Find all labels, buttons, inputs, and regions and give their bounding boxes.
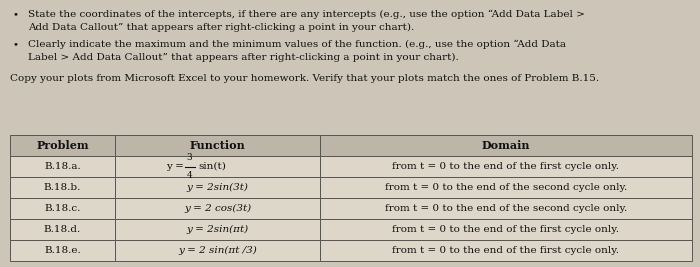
Bar [10, 198, 115, 219]
Bar [115, 177, 320, 198]
Bar [320, 240, 692, 261]
Text: •: • [12, 10, 18, 19]
Text: from t = 0 to the end of the second cycle only.: from t = 0 to the end of the second cycl… [385, 183, 627, 192]
Text: B.18.c.: B.18.c. [44, 204, 80, 213]
Bar [320, 156, 692, 177]
Text: State the coordinates of the intercepts, if there are any intercepts (e.g., use : State the coordinates of the intercepts,… [28, 10, 585, 19]
Text: Copy your plots from Microsoft Excel to your homework. Verify that your plots ma: Copy your plots from Microsoft Excel to … [10, 74, 599, 83]
Text: sin(t): sin(t) [199, 162, 226, 171]
Text: Clearly indicate the maximum and the minimum values of the function. (e.g., use : Clearly indicate the maximum and the min… [28, 40, 566, 49]
Bar [115, 198, 320, 219]
Text: y =: y = [167, 162, 188, 171]
Bar [320, 177, 692, 198]
Text: B.18.e.: B.18.e. [44, 246, 81, 255]
Bar [320, 219, 692, 240]
Text: y = 2 cos(3t): y = 2 cos(3t) [184, 204, 251, 213]
Bar [10, 156, 115, 177]
Text: Label > Add Data Callout” that appears after right-clicking a point in your char: Label > Add Data Callout” that appears a… [28, 53, 458, 62]
Text: •: • [12, 40, 18, 49]
Text: 3: 3 [187, 152, 192, 162]
Text: Domain: Domain [482, 140, 531, 151]
Bar [10, 177, 115, 198]
Text: from t = 0 to the end of the second cycle only.: from t = 0 to the end of the second cycl… [385, 204, 627, 213]
Bar [10, 219, 115, 240]
Text: from t = 0 to the end of the first cycle only.: from t = 0 to the end of the first cycle… [393, 162, 620, 171]
Bar [115, 135, 320, 156]
Text: B.18.b.: B.18.b. [44, 183, 81, 192]
Text: B.18.d.: B.18.d. [44, 225, 81, 234]
Bar [320, 198, 692, 219]
Bar [115, 219, 320, 240]
Text: B.18.a.: B.18.a. [44, 162, 81, 171]
Bar [320, 135, 692, 156]
Text: 4: 4 [187, 171, 192, 180]
Bar [10, 135, 115, 156]
Bar [10, 240, 115, 261]
Text: y = 2sin(3t): y = 2sin(3t) [187, 183, 248, 192]
Text: from t = 0 to the end of the first cycle only.: from t = 0 to the end of the first cycle… [393, 246, 620, 255]
Text: Function: Function [190, 140, 246, 151]
Text: y = 2 sin(πt /3): y = 2 sin(πt /3) [178, 246, 257, 255]
Text: from t = 0 to the end of the first cycle only.: from t = 0 to the end of the first cycle… [393, 225, 620, 234]
Text: Problem: Problem [36, 140, 89, 151]
Text: Add Data Callout” that appears after right-clicking a point in your chart).: Add Data Callout” that appears after rig… [28, 23, 414, 32]
Text: y = 2sin(πt): y = 2sin(πt) [186, 225, 248, 234]
Bar [115, 240, 320, 261]
Bar [115, 156, 320, 177]
